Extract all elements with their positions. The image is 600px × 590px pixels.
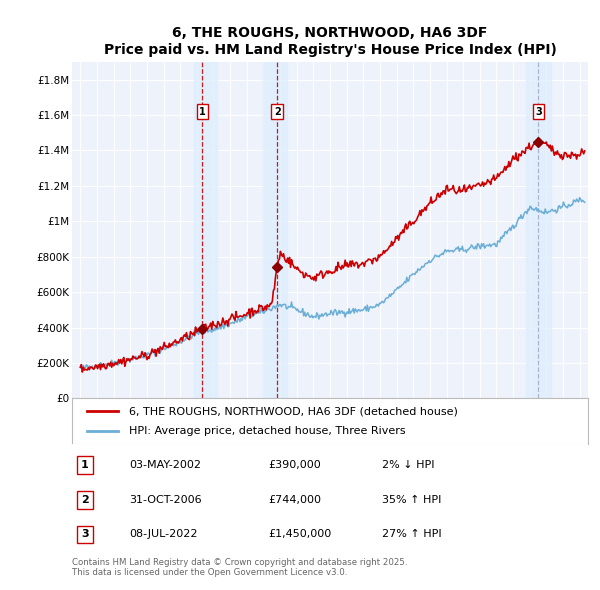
Bar [526, 62, 551, 398]
Text: 2: 2 [274, 107, 281, 117]
Text: HPI: Average price, detached house, Three Rivers: HPI: Average price, detached house, Thre… [129, 427, 406, 437]
Text: 3: 3 [81, 529, 89, 539]
Text: 2: 2 [81, 495, 89, 505]
Text: 1: 1 [199, 107, 206, 117]
Text: £1,450,000: £1,450,000 [268, 529, 331, 539]
Text: 3: 3 [535, 107, 542, 117]
Bar [263, 62, 287, 398]
Text: 03-MAY-2002: 03-MAY-2002 [129, 460, 201, 470]
Bar [194, 62, 217, 398]
Title: 6, THE ROUGHS, NORTHWOOD, HA6 3DF
Price paid vs. HM Land Registry's House Price : 6, THE ROUGHS, NORTHWOOD, HA6 3DF Price … [104, 27, 556, 57]
Text: Contains HM Land Registry data © Crown copyright and database right 2025.
This d: Contains HM Land Registry data © Crown c… [72, 558, 407, 577]
Text: 6, THE ROUGHS, NORTHWOOD, HA6 3DF (detached house): 6, THE ROUGHS, NORTHWOOD, HA6 3DF (detac… [129, 406, 458, 416]
Text: 31-OCT-2006: 31-OCT-2006 [129, 495, 202, 505]
Text: 1: 1 [81, 460, 89, 470]
Text: 27% ↑ HPI: 27% ↑ HPI [382, 529, 441, 539]
Text: 2% ↓ HPI: 2% ↓ HPI [382, 460, 434, 470]
Text: £744,000: £744,000 [268, 495, 321, 505]
Text: £390,000: £390,000 [268, 460, 321, 470]
Text: 08-JUL-2022: 08-JUL-2022 [129, 529, 197, 539]
Text: 35% ↑ HPI: 35% ↑ HPI [382, 495, 441, 505]
